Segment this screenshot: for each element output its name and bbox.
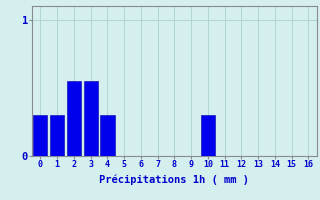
- Bar: [33, 115, 47, 156]
- Bar: [201, 115, 215, 156]
- Bar: [100, 115, 115, 156]
- Bar: [84, 81, 98, 156]
- X-axis label: Précipitations 1h ( mm ): Précipitations 1h ( mm ): [100, 175, 249, 185]
- Bar: [50, 115, 64, 156]
- Bar: [67, 81, 81, 156]
